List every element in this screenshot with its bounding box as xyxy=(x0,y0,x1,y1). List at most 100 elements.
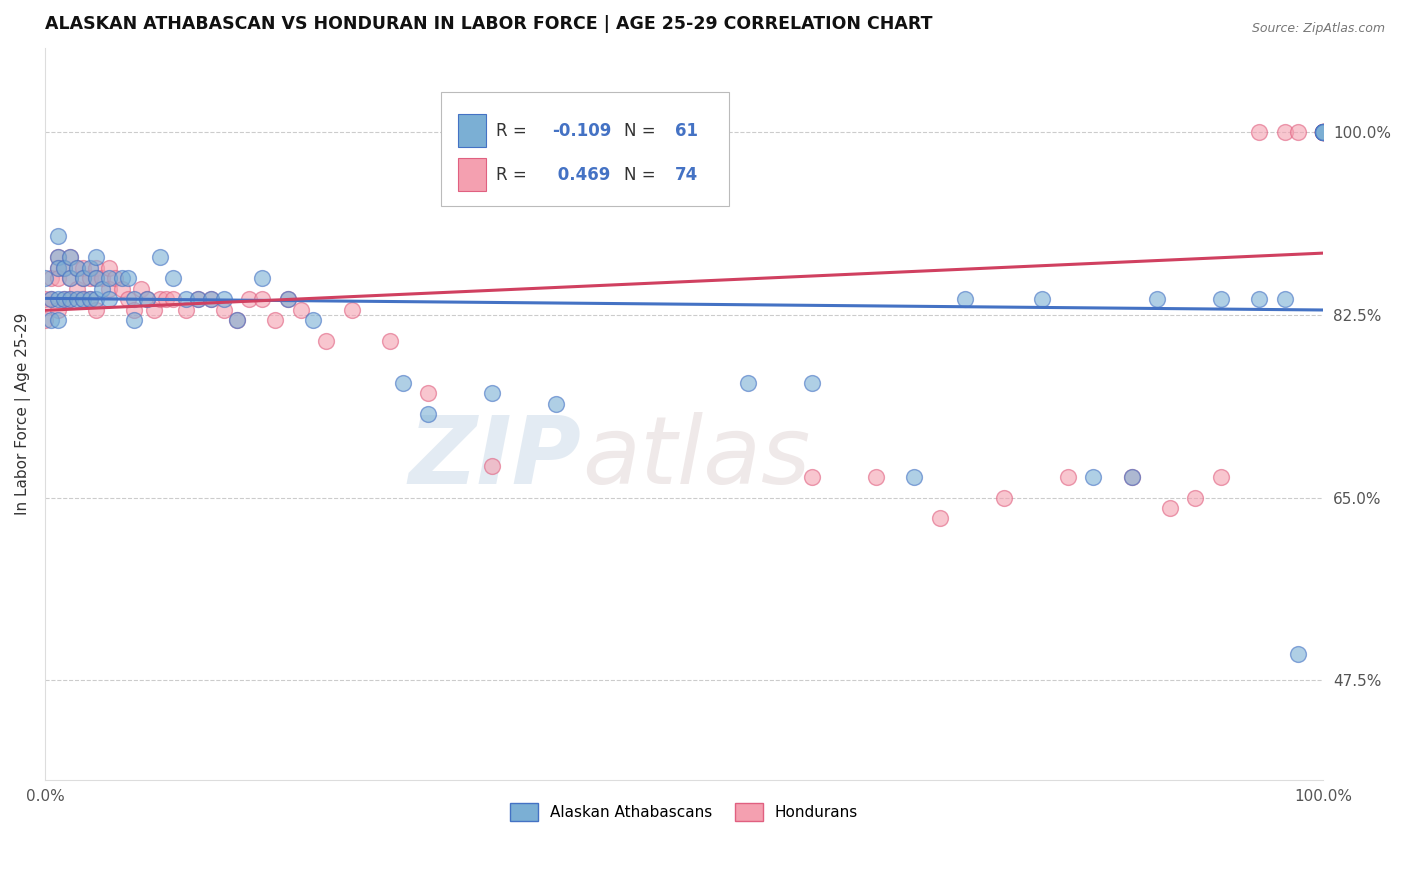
Text: atlas: atlas xyxy=(582,412,810,503)
Point xyxy=(46,292,69,306)
Point xyxy=(79,292,101,306)
Point xyxy=(72,271,94,285)
Point xyxy=(162,271,184,285)
Point xyxy=(84,292,107,306)
Point xyxy=(302,313,325,327)
Point xyxy=(84,302,107,317)
Point xyxy=(378,334,401,348)
Point xyxy=(46,260,69,275)
Point xyxy=(59,292,82,306)
Point xyxy=(1121,469,1143,483)
Point xyxy=(392,376,415,390)
Text: -0.109: -0.109 xyxy=(553,122,612,140)
Point xyxy=(1312,125,1334,139)
Point xyxy=(84,271,107,285)
Point xyxy=(46,260,69,275)
Point xyxy=(84,251,107,265)
Point xyxy=(1146,292,1168,306)
Point xyxy=(162,292,184,306)
Point xyxy=(1274,292,1296,306)
Point xyxy=(200,292,222,306)
Point xyxy=(212,302,235,317)
Text: N =: N = xyxy=(624,122,661,140)
Legend: Alaskan Athabascans, Hondurans: Alaskan Athabascans, Hondurans xyxy=(503,797,865,827)
Point xyxy=(1056,469,1078,483)
Point xyxy=(212,292,235,306)
Point xyxy=(250,271,273,285)
Point xyxy=(91,271,114,285)
Point xyxy=(1312,125,1334,139)
Point xyxy=(39,313,62,327)
Point xyxy=(79,271,101,285)
Point xyxy=(993,491,1015,505)
Point xyxy=(97,282,120,296)
Point xyxy=(1312,125,1334,139)
Text: Source: ZipAtlas.com: Source: ZipAtlas.com xyxy=(1251,22,1385,36)
Text: N =: N = xyxy=(624,166,661,184)
Point xyxy=(39,292,62,306)
Point xyxy=(1312,125,1334,139)
Point xyxy=(46,251,69,265)
Point xyxy=(34,313,56,327)
Point xyxy=(124,313,146,327)
Point xyxy=(928,511,950,525)
Point xyxy=(59,251,82,265)
Point xyxy=(34,271,56,285)
Point xyxy=(97,260,120,275)
Point xyxy=(97,271,120,285)
Point xyxy=(1209,469,1232,483)
Point xyxy=(149,292,172,306)
Point xyxy=(865,469,887,483)
Point xyxy=(124,302,146,317)
Point xyxy=(1249,125,1271,139)
Point xyxy=(59,271,82,285)
Point xyxy=(136,292,159,306)
Point xyxy=(800,469,823,483)
Point xyxy=(225,313,247,327)
Point xyxy=(91,282,114,296)
Point xyxy=(1312,125,1334,139)
Point xyxy=(72,271,94,285)
Bar xyxy=(458,114,486,147)
Point xyxy=(1312,125,1334,139)
Point xyxy=(187,292,209,306)
Point xyxy=(79,260,101,275)
Point xyxy=(1312,125,1334,139)
Point xyxy=(124,292,146,306)
Text: ALASKAN ATHABASCAN VS HONDURAN IN LABOR FORCE | AGE 25-29 CORRELATION CHART: ALASKAN ATHABASCAN VS HONDURAN IN LABOR … xyxy=(45,15,932,33)
Point xyxy=(418,407,440,421)
Point xyxy=(1312,125,1334,139)
Point xyxy=(117,292,139,306)
Point xyxy=(104,271,127,285)
Text: 74: 74 xyxy=(675,166,699,184)
Point xyxy=(1286,647,1309,661)
Point xyxy=(34,292,56,306)
Point xyxy=(136,292,159,306)
Point xyxy=(1312,125,1334,139)
Point xyxy=(39,292,62,306)
Point xyxy=(66,282,89,296)
Point xyxy=(200,292,222,306)
Point xyxy=(1121,469,1143,483)
Text: R =: R = xyxy=(496,122,531,140)
Text: ZIP: ZIP xyxy=(409,412,582,504)
Point xyxy=(1083,469,1105,483)
Point xyxy=(46,302,69,317)
Point xyxy=(1031,292,1053,306)
Point xyxy=(59,251,82,265)
Text: R =: R = xyxy=(496,166,531,184)
Point xyxy=(79,292,101,306)
Point xyxy=(46,229,69,244)
Point xyxy=(46,313,69,327)
Point xyxy=(1312,125,1334,139)
Point xyxy=(59,271,82,285)
Point xyxy=(174,302,197,317)
Point xyxy=(1286,125,1309,139)
Point xyxy=(1312,125,1334,139)
Point xyxy=(66,260,89,275)
Point xyxy=(546,396,568,410)
Point xyxy=(129,282,152,296)
Point xyxy=(1184,491,1206,505)
Point xyxy=(418,386,440,401)
Point xyxy=(149,251,172,265)
